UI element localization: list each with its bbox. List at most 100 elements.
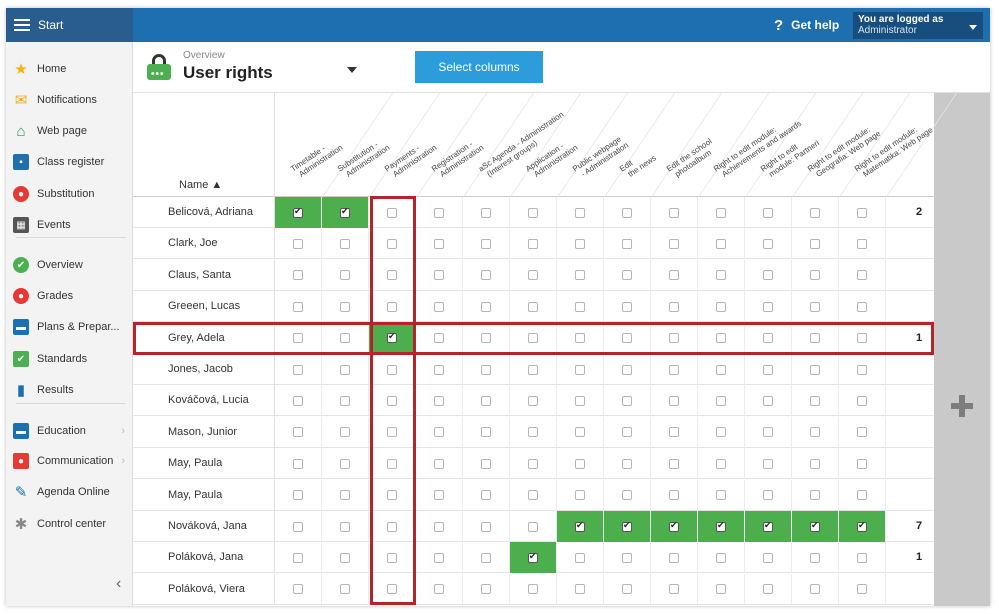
- permission-checkbox[interactable]: [857, 395, 867, 406]
- permission-checkbox[interactable]: [716, 207, 726, 218]
- select-columns-button[interactable]: Select columns: [415, 51, 543, 83]
- permission-checkbox[interactable]: [434, 270, 444, 281]
- permission-checkbox[interactable]: [622, 333, 632, 344]
- collapse-sidebar-icon[interactable]: ‹: [116, 575, 122, 592]
- permission-checkbox[interactable]: [622, 301, 632, 312]
- permission-checkbox[interactable]: [528, 270, 538, 281]
- sidebar-item-overview[interactable]: ✔ Overview: [6, 252, 133, 278]
- permission-checkbox[interactable]: [763, 552, 773, 563]
- permission-checkbox[interactable]: [481, 238, 491, 249]
- permission-checkbox[interactable]: [857, 427, 867, 438]
- permission-checkbox[interactable]: [340, 521, 350, 532]
- permission-checkbox[interactable]: [810, 364, 820, 375]
- permission-checkbox[interactable]: [857, 364, 867, 375]
- permission-checkbox[interactable]: [669, 458, 679, 469]
- permission-checkbox[interactable]: [622, 552, 632, 563]
- permission-checkbox[interactable]: [481, 521, 491, 532]
- permission-checkbox[interactable]: [528, 364, 538, 375]
- sidebar-item-standards[interactable]: ✔ Standards: [6, 346, 133, 372]
- sidebar-item-home[interactable]: ★ Home: [6, 56, 133, 82]
- permission-checkbox[interactable]: [763, 238, 773, 249]
- permission-checkbox[interactable]: [340, 458, 350, 469]
- column-header[interactable]: Public webpage - Administration: [571, 133, 630, 181]
- permission-checkbox[interactable]: [716, 552, 726, 563]
- permission-checkbox[interactable]: [716, 458, 726, 469]
- permission-checkbox[interactable]: [810, 490, 820, 501]
- permission-checkbox[interactable]: [434, 333, 444, 344]
- permission-checkbox[interactable]: [434, 207, 444, 218]
- permission-checkbox[interactable]: [669, 270, 679, 281]
- permission-checkbox[interactable]: [434, 490, 444, 501]
- permission-checkbox[interactable]: [387, 458, 397, 469]
- permission-checkbox[interactable]: [763, 520, 773, 532]
- permission-checkbox[interactable]: [810, 427, 820, 438]
- permission-checkbox[interactable]: [293, 206, 303, 218]
- permission-checkbox[interactable]: [669, 552, 679, 563]
- permission-checkbox[interactable]: [387, 238, 397, 249]
- permission-checkbox[interactable]: [716, 520, 726, 532]
- permission-checkbox[interactable]: [716, 427, 726, 438]
- permission-checkbox[interactable]: [575, 552, 585, 563]
- permission-checkbox[interactable]: [763, 270, 773, 281]
- permission-checkbox[interactable]: [575, 427, 585, 438]
- permission-checkbox[interactable]: [293, 490, 303, 501]
- permission-checkbox[interactable]: [763, 427, 773, 438]
- permission-checkbox[interactable]: [716, 364, 726, 375]
- permission-checkbox[interactable]: [857, 270, 867, 281]
- permission-checkbox[interactable]: [481, 207, 491, 218]
- permission-checkbox[interactable]: [763, 364, 773, 375]
- permission-checkbox[interactable]: [528, 458, 538, 469]
- permission-checkbox[interactable]: [293, 584, 303, 595]
- permission-checkbox[interactable]: [669, 427, 679, 438]
- permission-checkbox[interactable]: [528, 427, 538, 438]
- permission-checkbox[interactable]: [434, 238, 444, 249]
- permission-checkbox[interactable]: [293, 521, 303, 532]
- sidebar-item-communication[interactable]: ● Communication ›: [6, 448, 133, 474]
- permission-checkbox[interactable]: [669, 395, 679, 406]
- permission-checkbox[interactable]: [293, 395, 303, 406]
- permission-checkbox[interactable]: [810, 301, 820, 312]
- permission-checkbox[interactable]: [857, 301, 867, 312]
- permission-checkbox[interactable]: [622, 238, 632, 249]
- permission-checkbox[interactable]: [669, 584, 679, 595]
- permission-checkbox[interactable]: [481, 584, 491, 595]
- permission-checkbox[interactable]: [387, 207, 397, 218]
- permission-checkbox[interactable]: [575, 395, 585, 406]
- permission-checkbox[interactable]: [528, 301, 538, 312]
- permission-checkbox[interactable]: [810, 458, 820, 469]
- permission-checkbox[interactable]: [763, 490, 773, 501]
- permission-checkbox[interactable]: [387, 521, 397, 532]
- plus-icon[interactable]: [949, 393, 975, 419]
- permission-checkbox[interactable]: [622, 490, 632, 501]
- permission-checkbox[interactable]: [481, 552, 491, 563]
- permission-checkbox[interactable]: [857, 584, 867, 595]
- permission-checkbox[interactable]: [716, 238, 726, 249]
- get-help-link[interactable]: ? Get help: [774, 8, 839, 42]
- permission-checkbox[interactable]: [528, 395, 538, 406]
- permission-checkbox[interactable]: [340, 333, 350, 344]
- permission-checkbox[interactable]: [810, 238, 820, 249]
- permission-checkbox[interactable]: [528, 207, 538, 218]
- permission-checkbox[interactable]: [575, 238, 585, 249]
- permission-checkbox[interactable]: [387, 552, 397, 563]
- permission-checkbox[interactable]: [575, 207, 585, 218]
- breadcrumb[interactable]: Overview: [183, 50, 225, 61]
- permission-checkbox[interactable]: [810, 520, 820, 532]
- permission-checkbox[interactable]: [481, 490, 491, 501]
- permission-checkbox[interactable]: [763, 458, 773, 469]
- permission-checkbox[interactable]: [481, 395, 491, 406]
- permission-checkbox[interactable]: [622, 270, 632, 281]
- permission-checkbox[interactable]: [763, 584, 773, 595]
- permission-checkbox[interactable]: [810, 395, 820, 406]
- permission-checkbox[interactable]: [434, 395, 444, 406]
- permission-checkbox[interactable]: [528, 584, 538, 595]
- permission-checkbox[interactable]: [575, 458, 585, 469]
- sidebar-item-control-center[interactable]: ✱ Control center: [6, 511, 133, 537]
- permission-checkbox[interactable]: [340, 427, 350, 438]
- permission-checkbox[interactable]: [716, 333, 726, 344]
- permission-checkbox[interactable]: [340, 584, 350, 595]
- permission-checkbox[interactable]: [293, 270, 303, 281]
- permission-checkbox[interactable]: [857, 458, 867, 469]
- permission-checkbox[interactable]: [669, 301, 679, 312]
- permission-checkbox[interactable]: [669, 490, 679, 501]
